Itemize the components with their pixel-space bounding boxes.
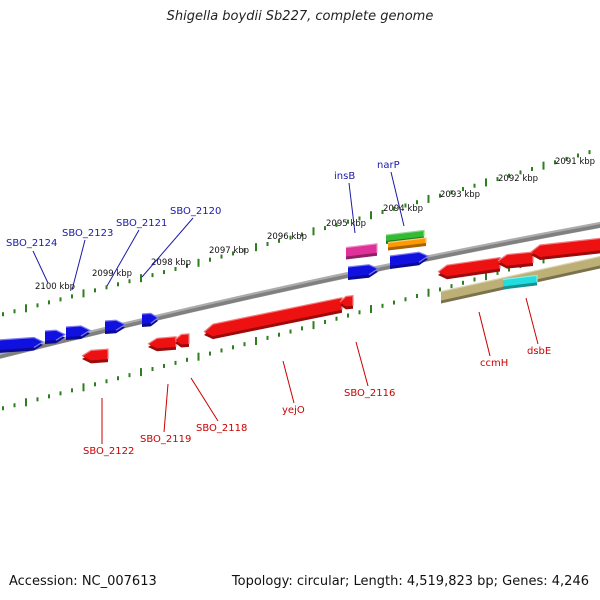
leader-line — [71, 239, 86, 291]
reverse-scale-ticks — [2, 243, 591, 411]
gene-label-SBO_2119: SBO_2119 — [140, 434, 191, 445]
kbp-label: 2099 kbp — [92, 269, 132, 279]
gene-arrow-narP-b — [387, 237, 427, 251]
genome-backbone — [0, 221, 600, 359]
forward-scale-ticks — [2, 150, 591, 317]
gene-arrow-dsbE — [502, 274, 538, 290]
leader-line — [390, 171, 405, 227]
kbp-label: 2093 kbp — [440, 190, 480, 200]
leader-line — [282, 360, 295, 404]
gene-label-SBO_2122: SBO_2122 — [83, 446, 134, 457]
gene-arrow-SBO_2120 — [141, 312, 160, 327]
gene-arrow-SBO_2124 — [0, 336, 45, 353]
leader-line — [355, 341, 369, 387]
leader-line — [190, 377, 219, 422]
topology-summary: Topology: circular; Length: 4,519,823 bp… — [231, 574, 589, 589]
gene-label-yejO: yejO — [282, 405, 305, 416]
gene-label-SBO_2120: SBO_2120 — [170, 206, 221, 217]
kbp-label: 2095 kbp — [326, 219, 366, 229]
leader-line — [478, 311, 491, 357]
gene-arrow-SBO_2116 — [339, 295, 354, 310]
gene-label-SBO_2118: SBO_2118 — [196, 423, 247, 434]
leader-line — [348, 182, 356, 234]
map-title: Shigella boydii Sb227, complete genome — [166, 9, 434, 24]
gene-label-SBO_2124: SBO_2124 — [6, 238, 57, 249]
gene-arrow-forward — [389, 251, 430, 269]
kbp-label: 2096 kbp — [267, 232, 307, 242]
gene-arrow-SBO_2118 — [174, 333, 190, 348]
gene-arrow-insB — [345, 243, 378, 260]
gene-arrow-SBO_2122 — [81, 348, 109, 364]
gene-arrow-reverse — [530, 237, 600, 261]
gene-arrow-SBO_2123b — [65, 325, 92, 340]
gene-label-SBO_2123: SBO_2123 — [62, 228, 113, 239]
feature-labels: 2091 kbp 2092 kbp 2093 kbp 2094 kbp 2095 kbp… — [6, 157, 595, 457]
gene-arrow-SBO_2119 — [147, 336, 177, 352]
gene-label-dsbE: dsbE — [527, 346, 551, 357]
gene-features — [0, 229, 600, 364]
leader-line — [106, 229, 140, 287]
kbp-label: 2091 kbp — [555, 157, 595, 167]
leader-line — [525, 297, 539, 345]
kbp-label: 2097 kbp — [209, 246, 249, 256]
gene-arrow-ccmH — [437, 256, 501, 280]
gene-arrow-forward — [347, 264, 380, 280]
leader-line — [163, 383, 169, 433]
gene-arrow-SBO_2123 — [44, 329, 67, 344]
kbp-label: 2092 kbp — [498, 174, 538, 184]
gene-label-narP: narP — [377, 160, 400, 171]
gene-arrow-SBO_2121 — [104, 319, 127, 334]
gene-label-ccmH: ccmH — [480, 358, 508, 369]
kbp-label: 2094 kbp — [383, 204, 423, 214]
gene-label-SBO_2116: SBO_2116 — [344, 388, 395, 399]
leader-line — [141, 217, 194, 278]
kbp-label: 2100 kbp — [35, 282, 75, 292]
gene-label-SBO_2121: SBO_2121 — [116, 218, 167, 229]
accession-label: Accession: NC_007613 — [9, 574, 157, 589]
gene-label-insB: insB — [334, 171, 355, 182]
leader-line — [32, 250, 49, 284]
kbp-label: 2098 kbp — [151, 258, 191, 268]
gene-arrow-reverse — [497, 251, 534, 269]
